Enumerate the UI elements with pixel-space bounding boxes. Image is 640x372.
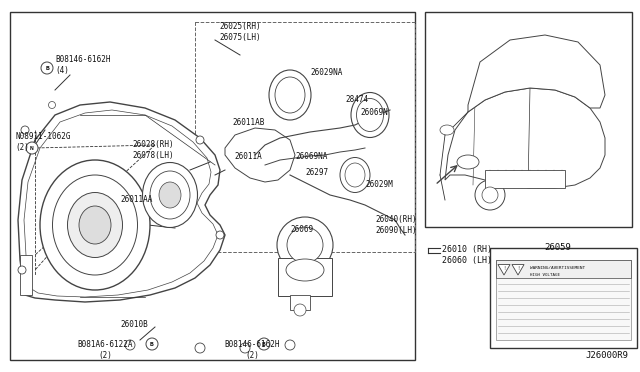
Text: 26028(RH)
26078(LH): 26028(RH) 26078(LH)	[132, 140, 173, 160]
Bar	[496, 260, 631, 340]
Circle shape	[216, 231, 224, 239]
Text: 26040(RH)
26090(LH): 26040(RH) 26090(LH)	[375, 215, 417, 235]
Ellipse shape	[345, 163, 365, 187]
Bar	[496, 260, 631, 278]
Circle shape	[287, 227, 323, 263]
Ellipse shape	[67, 192, 122, 257]
Ellipse shape	[286, 259, 324, 281]
Circle shape	[41, 62, 53, 74]
Ellipse shape	[159, 182, 181, 208]
Ellipse shape	[52, 175, 138, 275]
Text: 26059: 26059	[545, 243, 572, 252]
Circle shape	[146, 338, 158, 350]
Bar	[10, 12, 415, 360]
Text: B081A6-6122A
(2): B081A6-6122A (2)	[77, 340, 132, 360]
Circle shape	[196, 136, 204, 144]
Text: 26029M: 26029M	[365, 180, 393, 189]
PathPatch shape	[445, 88, 605, 188]
Text: 26010B: 26010B	[120, 320, 148, 329]
Text: !: !	[517, 266, 519, 270]
Ellipse shape	[457, 155, 479, 169]
Bar	[490, 248, 637, 348]
Text: N: N	[30, 145, 34, 151]
Text: 26010 (RH)
26060 (LH): 26010 (RH) 26060 (LH)	[442, 245, 492, 265]
Circle shape	[258, 338, 270, 350]
Ellipse shape	[440, 125, 454, 135]
Text: !: !	[503, 266, 505, 270]
Bar	[278, 258, 332, 296]
Circle shape	[482, 187, 498, 203]
Circle shape	[285, 340, 295, 350]
Ellipse shape	[269, 70, 311, 120]
Ellipse shape	[351, 93, 389, 138]
Circle shape	[125, 340, 135, 350]
Ellipse shape	[275, 77, 305, 113]
Text: 26011A: 26011A	[234, 152, 262, 161]
Circle shape	[277, 217, 333, 273]
Circle shape	[49, 102, 56, 109]
Ellipse shape	[150, 171, 190, 219]
Text: B08146-6162H
(4): B08146-6162H (4)	[55, 55, 111, 75]
Ellipse shape	[340, 157, 370, 192]
Text: B: B	[45, 65, 49, 71]
PathPatch shape	[18, 102, 225, 302]
Text: 26297: 26297	[305, 168, 328, 177]
Bar	[485, 170, 565, 188]
Circle shape	[26, 142, 38, 154]
Text: 26011AA: 26011AA	[120, 195, 152, 204]
Circle shape	[21, 126, 29, 134]
PathPatch shape	[225, 128, 295, 182]
Bar	[195, 22, 415, 252]
Ellipse shape	[356, 99, 383, 131]
Circle shape	[294, 304, 306, 316]
Ellipse shape	[143, 163, 198, 228]
Text: B08146-6162H
(2): B08146-6162H (2)	[224, 340, 280, 360]
Text: HIGH VOLTAGE: HIGH VOLTAGE	[530, 273, 560, 277]
Text: 26029NA: 26029NA	[310, 68, 342, 77]
Text: 26069: 26069	[290, 225, 313, 234]
Ellipse shape	[79, 206, 111, 244]
Circle shape	[475, 180, 505, 210]
Text: 28474: 28474	[345, 95, 368, 104]
Text: 26069NA: 26069NA	[295, 152, 328, 161]
Bar	[425, 12, 632, 227]
Text: 26011AB: 26011AB	[232, 118, 264, 127]
Text: J26000R9: J26000R9	[585, 351, 628, 360]
Text: 26025(RH)
26075(LH): 26025(RH) 26075(LH)	[219, 22, 261, 42]
Text: 26069N: 26069N	[360, 108, 388, 117]
Circle shape	[195, 343, 205, 353]
PathPatch shape	[468, 35, 605, 112]
Bar	[20, 255, 32, 295]
Text: B: B	[262, 341, 266, 346]
Bar	[290, 295, 310, 310]
Ellipse shape	[40, 160, 150, 290]
Circle shape	[240, 343, 250, 353]
Text: WARNING/AVERTISSEMENT: WARNING/AVERTISSEMENT	[530, 266, 585, 270]
Text: N08911-1062G
(2): N08911-1062G (2)	[15, 132, 70, 152]
Text: B: B	[150, 341, 154, 346]
Circle shape	[18, 266, 26, 274]
